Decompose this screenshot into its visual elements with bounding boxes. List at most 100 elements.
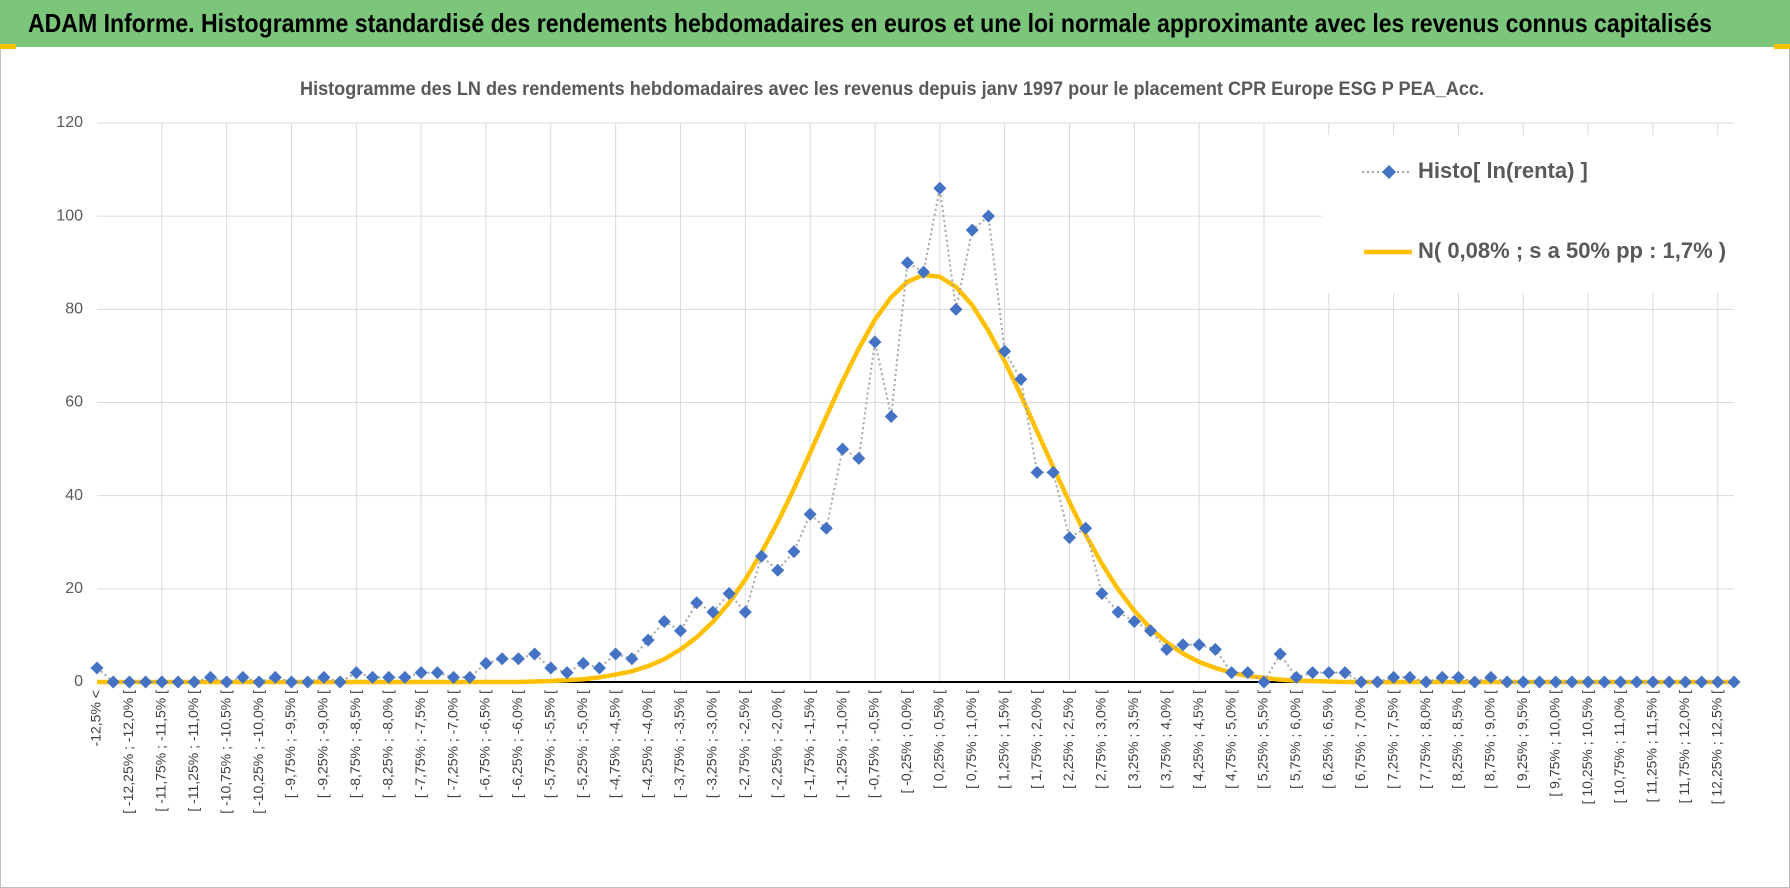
x-tick-label: [ -11,25% ; -11,0% [ <box>185 690 201 812</box>
x-tick-label: [ 5,75% ; 6,0% [ <box>1287 690 1303 789</box>
point <box>1079 521 1093 535</box>
x-tick-label: [ 0,25% ; 0,5% [ <box>931 690 947 789</box>
point <box>1727 675 1741 689</box>
point <box>933 181 947 195</box>
point <box>317 670 331 684</box>
x-tick-label: [ -5,25% ; -5,0% [ <box>574 690 590 798</box>
point <box>1144 624 1158 638</box>
point <box>1484 670 1498 684</box>
point <box>1403 670 1417 684</box>
y-tick-label: 40 <box>65 487 83 504</box>
point <box>1322 666 1336 680</box>
x-tick-label: [ -7,75% ; -7,5% [ <box>412 690 428 798</box>
y-tick-label: 20 <box>65 580 83 597</box>
point <box>819 521 833 535</box>
x-tick-label: [ -6,25% ; -6,0% [ <box>509 690 525 798</box>
y-tick-label: 120 <box>56 114 83 131</box>
point <box>900 256 914 270</box>
x-tick-label: [ 3,25% ; 3,5% [ <box>1125 690 1141 789</box>
x-tick-label: [ -12,25% ; -12,0% [ <box>120 690 136 814</box>
point <box>122 675 136 689</box>
point <box>139 675 153 689</box>
point <box>1387 670 1401 684</box>
x-tick-label: [ -8,75% ; -8,5% [ <box>347 690 363 798</box>
x-tick-label: [ 6,75% ; 7,0% [ <box>1352 690 1368 789</box>
point <box>398 670 412 684</box>
point <box>1127 614 1141 628</box>
x-tick-label: [ -4,75% ; -4,5% [ <box>606 690 622 798</box>
x-tick-label: [ -3,75% ; -3,5% [ <box>671 690 687 798</box>
point <box>1030 465 1044 479</box>
point <box>965 223 979 237</box>
x-tick-label: [ 10,75% ; 11,0% [ <box>1611 690 1627 803</box>
point <box>1354 675 1368 689</box>
point <box>1257 675 1271 689</box>
point <box>1111 605 1125 619</box>
point <box>1630 675 1644 689</box>
point <box>1711 675 1725 689</box>
point <box>884 409 898 423</box>
x-tick-label: [ 4,25% ; 4,5% [ <box>1190 690 1206 789</box>
point <box>1419 675 1433 689</box>
point <box>1192 638 1206 652</box>
header-accent <box>0 44 16 49</box>
point <box>1646 675 1660 689</box>
x-tick-label: [ -0,75% ; -0,5% [ <box>866 690 882 798</box>
point <box>382 670 396 684</box>
point <box>1176 638 1190 652</box>
x-tick-label: [ -9,25% ; -9,0% [ <box>315 690 331 798</box>
x-tick-label: [ 8,25% ; 8,5% [ <box>1449 690 1465 789</box>
point <box>917 265 931 279</box>
page-title: ADAM Informe. Histogramme standardisé de… <box>28 8 1712 38</box>
x-tick-label: [ 2,75% ; 3,0% [ <box>1093 690 1109 789</box>
y-tick-label: 0 <box>74 673 83 690</box>
point <box>90 661 104 675</box>
point <box>1095 586 1109 600</box>
point <box>1549 675 1563 689</box>
x-tick-label: [ 12,25% ; 12,5% [ <box>1708 690 1724 805</box>
x-tick-label: [ 10,25% ; 10,5% [ <box>1579 690 1595 805</box>
x-tick-label: [ 1,25% ; 1,5% [ <box>995 690 1011 789</box>
point <box>690 596 704 610</box>
point <box>722 586 736 600</box>
x-tick-label: [ 4,75% ; 5,0% [ <box>1222 690 1238 789</box>
x-tick-label: [ 7,25% ; 7,5% [ <box>1384 690 1400 789</box>
legend-label: Histo[ ln(renta) ] <box>1418 158 1588 183</box>
point <box>673 624 687 638</box>
point <box>430 666 444 680</box>
point <box>641 633 655 647</box>
y-tick-label: 100 <box>56 207 83 224</box>
point <box>463 670 477 684</box>
x-tick-label: [ 9,75% ; 10,0% [ <box>1546 690 1562 797</box>
x-tick-label: [ 7,75% ; 8,0% [ <box>1417 690 1433 789</box>
point <box>1695 675 1709 689</box>
x-tick-label: [ -4,25% ; -4,0% [ <box>639 690 655 798</box>
point <box>1565 675 1579 689</box>
point <box>301 675 315 689</box>
point <box>1597 675 1611 689</box>
point <box>1516 675 1530 689</box>
point <box>1208 642 1222 656</box>
point <box>1500 675 1514 689</box>
header-accent <box>1774 44 1790 49</box>
point <box>203 670 217 684</box>
x-tick-label: [ 8,75% ; 9,0% [ <box>1482 690 1498 789</box>
point <box>252 675 266 689</box>
y-tick-label: 80 <box>65 301 83 318</box>
point <box>1289 670 1303 684</box>
x-tick-label: [ -11,75% ; -11,5% [ <box>153 690 169 812</box>
x-tick-label: [ -5,75% ; -5,5% [ <box>542 690 558 798</box>
x-tick-label: [ -8,25% ; -8,0% [ <box>379 690 395 798</box>
x-tick-label: [ -10,25% ; -10,0% [ <box>250 690 266 814</box>
point <box>366 670 380 684</box>
point <box>1306 666 1320 680</box>
x-tick-label: [ -6,75% ; -6,5% [ <box>477 690 493 798</box>
point <box>1273 647 1287 661</box>
point <box>1451 670 1465 684</box>
x-tick-label: [ -2,75% ; -2,5% [ <box>736 690 752 798</box>
point <box>106 675 120 689</box>
point <box>268 670 282 684</box>
point <box>609 647 623 661</box>
point <box>1338 666 1352 680</box>
